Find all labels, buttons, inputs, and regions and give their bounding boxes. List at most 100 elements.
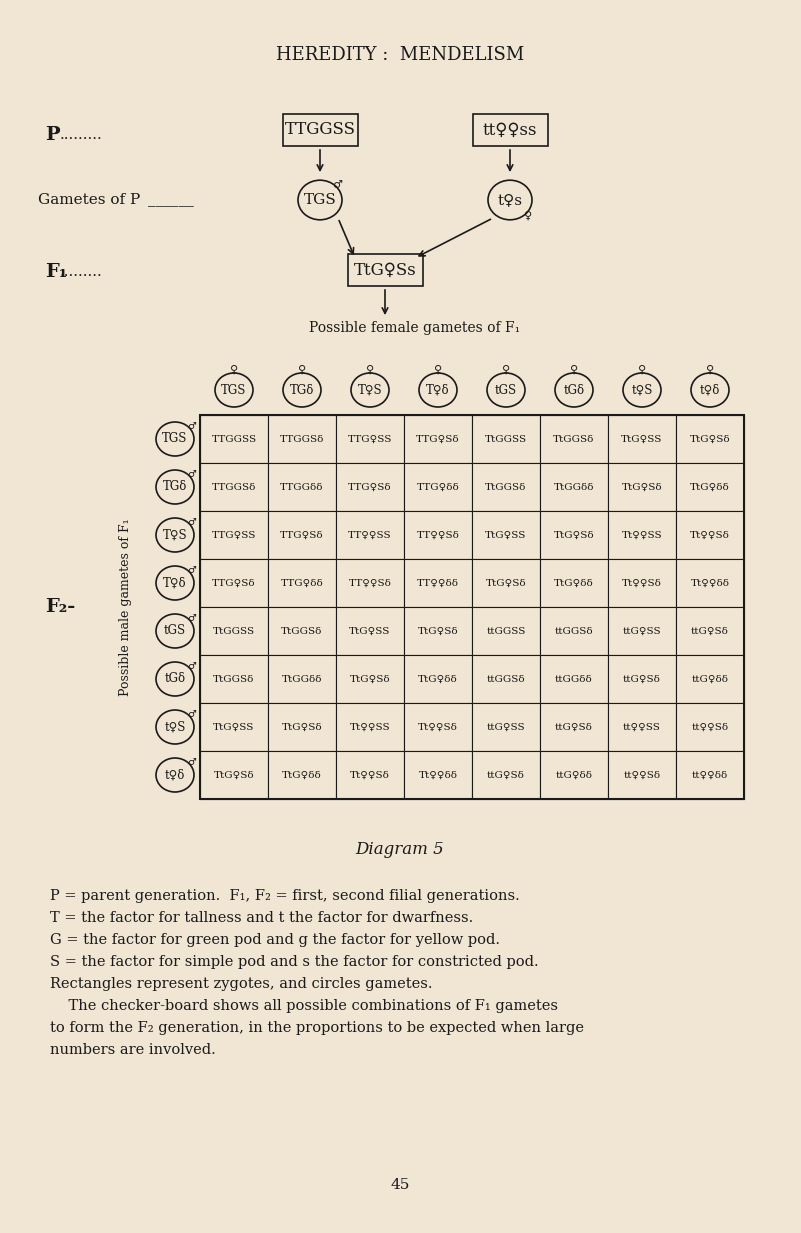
- Text: ♀: ♀: [502, 365, 510, 375]
- Text: TT♀♀Sδ: TT♀♀Sδ: [348, 578, 392, 587]
- Text: Gametes of P: Gametes of P: [38, 194, 140, 207]
- Bar: [472, 559, 540, 607]
- Text: TTGGSS: TTGGSS: [211, 434, 256, 444]
- Text: The checker-board shows all possible combinations of F₁ gametes: The checker-board shows all possible com…: [50, 999, 558, 1014]
- Bar: [336, 559, 404, 607]
- Text: TGδ: TGδ: [163, 481, 187, 493]
- Text: TtG♀Sδ: TtG♀Sδ: [622, 482, 662, 492]
- Text: ♀: ♀: [298, 365, 306, 375]
- Text: TGS: TGS: [304, 194, 336, 207]
- Text: TtGGSS: TtGGSS: [485, 434, 527, 444]
- Bar: [540, 607, 608, 655]
- Bar: [608, 416, 676, 464]
- Text: TtG♀δδ: TtG♀δδ: [690, 482, 730, 492]
- Text: t♀S: t♀S: [164, 720, 186, 734]
- Text: TtGGSδ: TtGGSδ: [485, 482, 527, 492]
- Text: ♂: ♂: [187, 517, 196, 526]
- Ellipse shape: [351, 374, 389, 407]
- Text: TTGGδδ: TTGGδδ: [280, 482, 324, 492]
- Text: Tt♀♀Sδ: Tt♀♀Sδ: [622, 578, 662, 587]
- Text: TtG♀δδ: TtG♀δδ: [554, 578, 594, 587]
- Text: TGδ: TGδ: [290, 383, 314, 397]
- Text: TTG♀δδ: TTG♀δδ: [280, 578, 324, 587]
- Text: F₁: F₁: [45, 263, 67, 281]
- Bar: [540, 510, 608, 559]
- Text: ♀: ♀: [230, 365, 238, 375]
- Text: TTG♀Sδ: TTG♀Sδ: [280, 530, 324, 540]
- Text: tt♀♀ss: tt♀♀ss: [483, 122, 537, 138]
- Bar: [608, 607, 676, 655]
- Bar: [200, 416, 744, 799]
- Ellipse shape: [298, 180, 342, 219]
- Bar: [608, 510, 676, 559]
- FancyBboxPatch shape: [473, 113, 548, 145]
- Text: Tt♀♀Sδ: Tt♀♀Sδ: [690, 530, 730, 540]
- Text: Possible male gametes of F₁: Possible male gametes of F₁: [119, 518, 131, 695]
- Text: ttGGSS: ttGGSS: [486, 626, 525, 635]
- Bar: [472, 655, 540, 703]
- Text: TtG♀δδ: TtG♀δδ: [282, 771, 322, 779]
- Bar: [268, 464, 336, 510]
- Ellipse shape: [156, 470, 194, 504]
- Text: to form the F₂ generation, in the proportions to be expected when large: to form the F₂ generation, in the propor…: [50, 1021, 584, 1034]
- Ellipse shape: [156, 518, 194, 552]
- Text: tt♀♀Sδ: tt♀♀Sδ: [623, 771, 661, 779]
- Text: .........: .........: [60, 128, 103, 142]
- Text: ttG♀SS: ttG♀SS: [487, 723, 525, 731]
- Text: ______: ______: [148, 194, 194, 207]
- Text: P = parent generation.  F₁, F₂ = first, second filial generations.: P = parent generation. F₁, F₂ = first, s…: [50, 889, 520, 903]
- Text: TTG♀SS: TTG♀SS: [348, 434, 392, 444]
- Bar: [268, 751, 336, 799]
- Bar: [336, 464, 404, 510]
- Text: ♂: ♂: [187, 613, 196, 623]
- Text: ♂: ♂: [187, 420, 196, 432]
- Text: tGδ: tGδ: [563, 383, 585, 397]
- Bar: [472, 510, 540, 559]
- Text: t♀s: t♀s: [497, 194, 522, 207]
- Bar: [336, 703, 404, 751]
- Bar: [404, 416, 472, 464]
- Text: Rectangles represent zygotes, and circles gametes.: Rectangles represent zygotes, and circle…: [50, 977, 433, 991]
- Text: .........: .........: [60, 265, 103, 279]
- Bar: [200, 510, 268, 559]
- Bar: [676, 751, 744, 799]
- Text: HEREDITY :  MENDELISM: HEREDITY : MENDELISM: [276, 46, 524, 64]
- Bar: [676, 655, 744, 703]
- Text: T♀δ: T♀δ: [163, 577, 187, 589]
- Bar: [200, 751, 268, 799]
- Bar: [336, 510, 404, 559]
- Ellipse shape: [156, 422, 194, 456]
- Text: T♀S: T♀S: [163, 529, 187, 541]
- Text: P: P: [45, 126, 59, 144]
- Ellipse shape: [691, 374, 729, 407]
- Text: Possible female gametes of F₁: Possible female gametes of F₁: [309, 321, 521, 335]
- Text: TtG♀Sδ: TtG♀Sδ: [553, 530, 594, 540]
- Text: ttG♀SS: ttG♀SS: [622, 626, 662, 635]
- Bar: [540, 703, 608, 751]
- Text: S = the factor for simple pod and s the factor for constricted pod.: S = the factor for simple pod and s the …: [50, 956, 538, 969]
- Bar: [200, 559, 268, 607]
- Bar: [404, 464, 472, 510]
- Text: numbers are involved.: numbers are involved.: [50, 1043, 215, 1057]
- Text: ♂: ♂: [187, 757, 196, 767]
- Bar: [676, 607, 744, 655]
- Text: 45: 45: [390, 1178, 409, 1192]
- Bar: [336, 607, 404, 655]
- Text: Tt♀♀SS: Tt♀♀SS: [350, 723, 390, 731]
- Ellipse shape: [156, 710, 194, 743]
- Text: TtG♀SS: TtG♀SS: [349, 626, 391, 635]
- Bar: [540, 416, 608, 464]
- Text: TTGGSδ: TTGGSδ: [211, 482, 256, 492]
- Bar: [200, 464, 268, 510]
- Text: ♂: ♂: [332, 180, 343, 190]
- Bar: [200, 655, 268, 703]
- Bar: [404, 559, 472, 607]
- Text: tt♀♀δδ: tt♀♀δδ: [692, 771, 728, 779]
- Text: Tt♀♀δδ: Tt♀♀δδ: [690, 578, 730, 587]
- Bar: [608, 559, 676, 607]
- Text: ♂: ♂: [187, 709, 196, 719]
- Text: Tt♀♀Sδ: Tt♀♀Sδ: [350, 771, 390, 779]
- Text: Diagram 5: Diagram 5: [356, 841, 445, 857]
- Bar: [336, 655, 404, 703]
- FancyBboxPatch shape: [283, 113, 357, 145]
